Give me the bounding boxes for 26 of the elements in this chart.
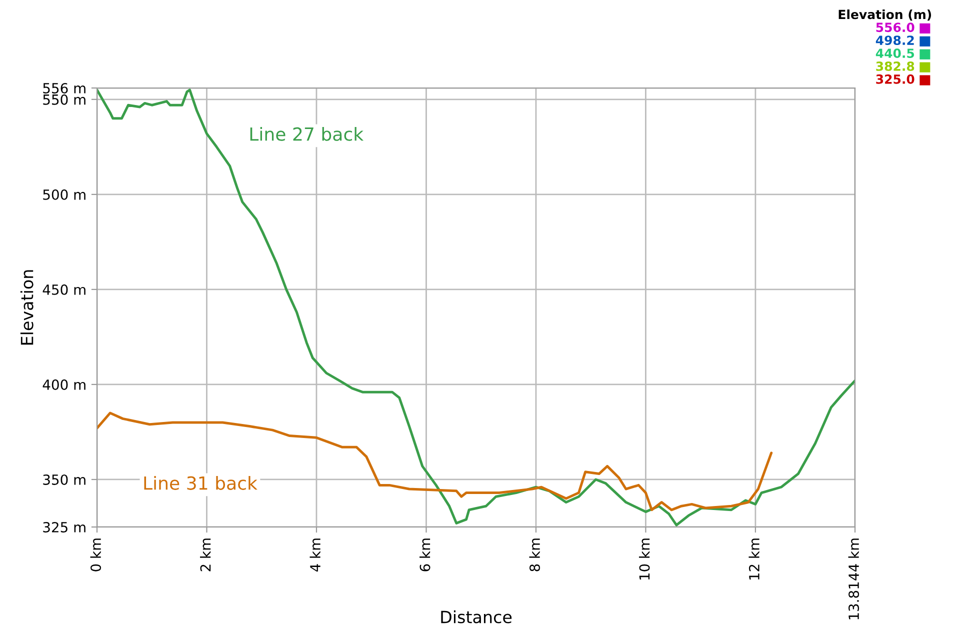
- y-tick-label: 550 m: [43, 94, 86, 105]
- text: Line 31 back: [144, 476, 258, 490]
- text: 556.0: [876, 22, 914, 32]
- text: 325.0: [876, 74, 914, 84]
- x-tick-label: 10 km: [638, 538, 650, 580]
- y-tick-label: 325 m: [43, 522, 86, 532]
- x-tick-label: 0 km: [90, 538, 102, 572]
- y-tick-label: 450 m: [42, 284, 86, 295]
- y-axis-title: Elevation: [20, 270, 34, 345]
- y-tick-label: 556 m: [43, 82, 86, 94]
- x-tick-label: 8 km: [529, 538, 540, 572]
- text: Elevation (m): [838, 9, 932, 21]
- line-series: [97, 412, 773, 512]
- y-tick-label: 350 m: [43, 474, 86, 485]
- x-tick-label: 4 km: [310, 538, 320, 572]
- y-tick-label: 400 m: [42, 379, 86, 390]
- x-tick-label: 12 km: [748, 538, 760, 580]
- x-tick-label: 6 km: [420, 538, 430, 572]
- y-tick-label: 500 m: [43, 189, 86, 200]
- text: 498.2: [876, 36, 914, 46]
- x-axis-title: Distance: [441, 610, 512, 624]
- x-tick-label: 13.8144 km: [848, 538, 860, 620]
- text: 382.8: [876, 61, 914, 71]
- series-label: Line 27 back: [250, 126, 364, 141]
- text: 440.5: [876, 48, 914, 58]
- x-tick-label: 2 km: [200, 538, 211, 572]
